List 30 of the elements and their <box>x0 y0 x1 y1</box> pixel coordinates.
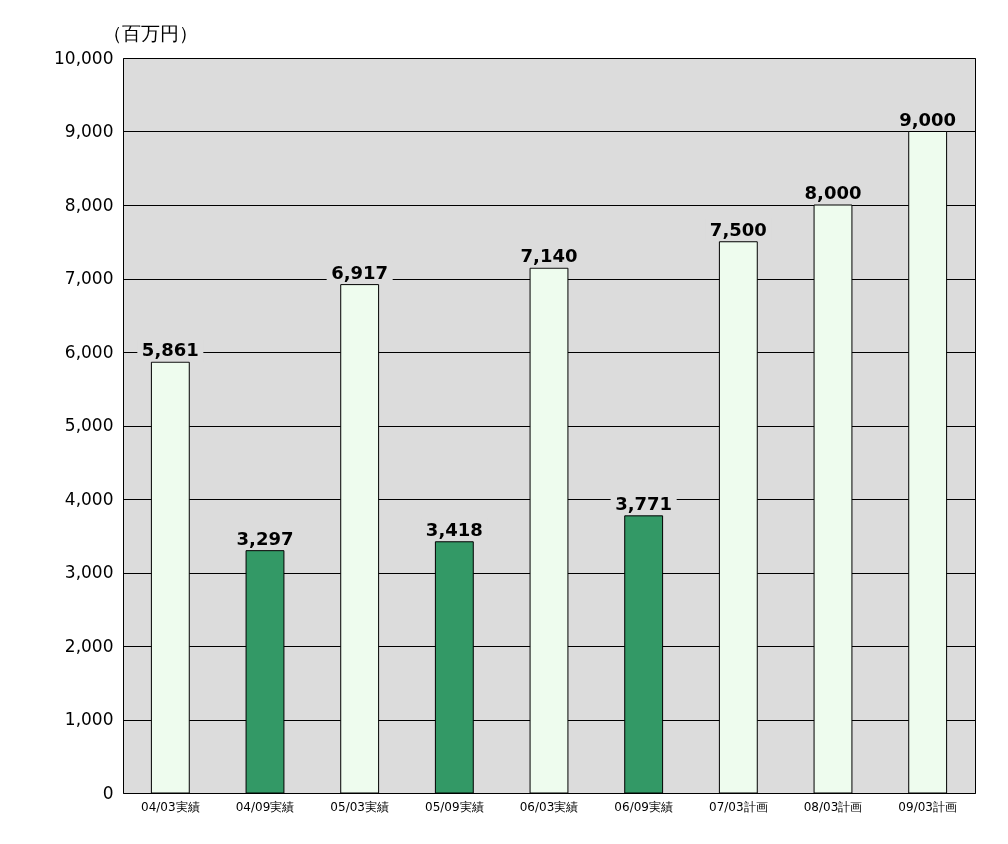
x-tick-label: 05/09実績 <box>425 799 484 814</box>
data-label: 7,140 <box>520 245 578 267</box>
data-label: 3,297 <box>236 527 294 549</box>
y-tick-label: 8,000 <box>64 194 114 215</box>
x-tick-label: 06/09実績 <box>614 799 673 814</box>
y-tick-label: 5,000 <box>64 415 114 435</box>
x-tick-label: 07/03計画 <box>709 799 768 814</box>
x-tick-label: 08/03計画 <box>803 799 863 814</box>
y-tick-label: 1,000 <box>64 709 114 729</box>
x-tick-label: 06/03実績 <box>519 799 579 814</box>
y-tick-label: 2,000 <box>64 635 114 656</box>
data-label: 3,771 <box>615 492 673 514</box>
x-tick-label: 04/03実績 <box>141 799 200 814</box>
data-label: 9,000 <box>899 108 957 130</box>
x-tick-label: 04/09実績 <box>235 799 295 814</box>
data-label: 8,000 <box>804 182 862 203</box>
y-tick-label: 0 <box>102 782 114 803</box>
y-tick-label: 10,000 <box>54 47 114 68</box>
y-tick-label: 4,000 <box>64 488 114 509</box>
data-label: 5,861 <box>141 339 199 361</box>
y-tick-label: 7,000 <box>64 268 114 288</box>
y-tick-label: 6,000 <box>64 341 114 362</box>
x-tick-label: 05/03実績 <box>330 799 389 814</box>
y-tick-label: 3,000 <box>64 562 114 582</box>
x-tick-label: 09/03計画 <box>898 799 957 814</box>
y-axis-title: （百万円） <box>103 22 198 44</box>
data-label: 3,418 <box>425 518 483 540</box>
data-label: 6,917 <box>331 261 389 283</box>
y-tick-label: 9,000 <box>64 121 114 141</box>
data-label: 7,500 <box>709 218 767 240</box>
